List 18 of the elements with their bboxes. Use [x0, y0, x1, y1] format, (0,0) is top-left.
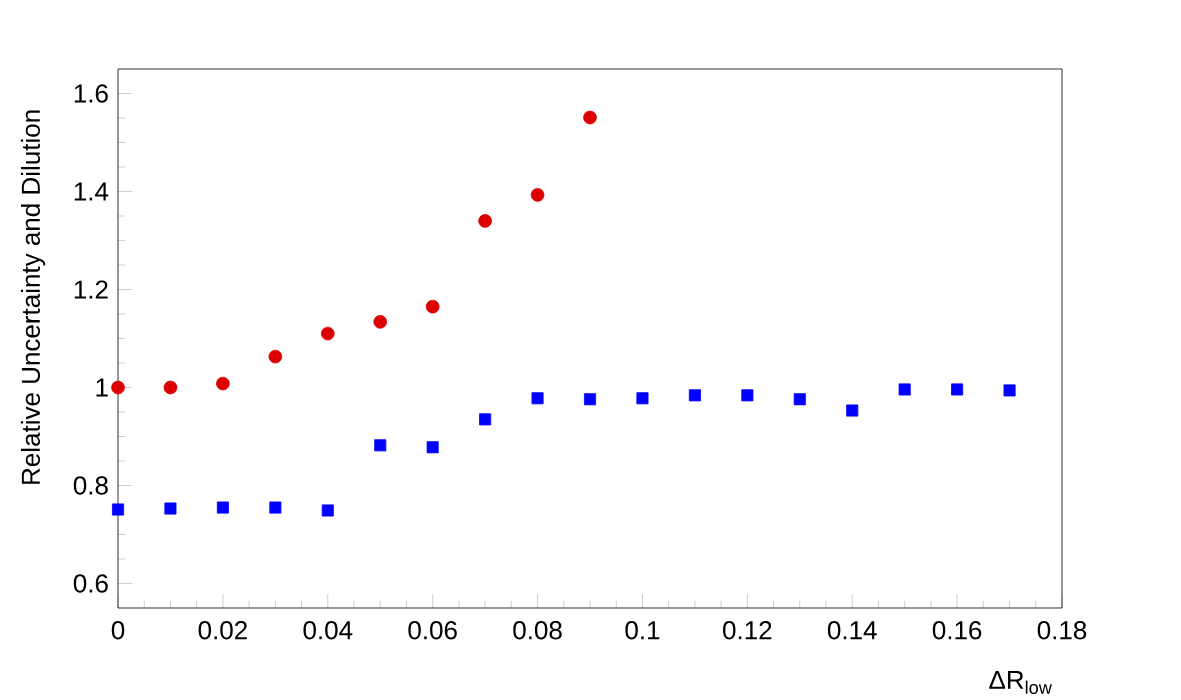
y-tick-label: 1	[96, 378, 108, 397]
x-tick-label: 0.1	[625, 621, 660, 640]
y-tick-label: 1.6	[74, 84, 108, 103]
x-tick-label: 0.14	[827, 621, 877, 640]
x-tick-label: 0.04	[303, 621, 353, 640]
y-tick-label: 1.2	[74, 280, 108, 299]
x-tick-label: 0.06	[408, 621, 457, 640]
y-tick-label: 1.4	[74, 182, 109, 201]
y-tick-label: 0.8	[73, 476, 108, 495]
x-tick-label: 0	[111, 621, 125, 640]
y-tick-label: 0.6	[73, 574, 108, 593]
x-tick-label: 0.16	[932, 621, 982, 640]
x-tick-label: 0.08	[513, 621, 562, 640]
x-tick-label: 0.18	[1037, 621, 1087, 640]
x-tick-label: 0.12	[723, 621, 772, 640]
x-axis-title: ΔR$_{low}$	[989, 670, 1052, 694]
y-axis-title: Relative Uncertainty and Dilution	[20, 110, 46, 484]
x-tick-label: 0.02	[198, 621, 247, 640]
